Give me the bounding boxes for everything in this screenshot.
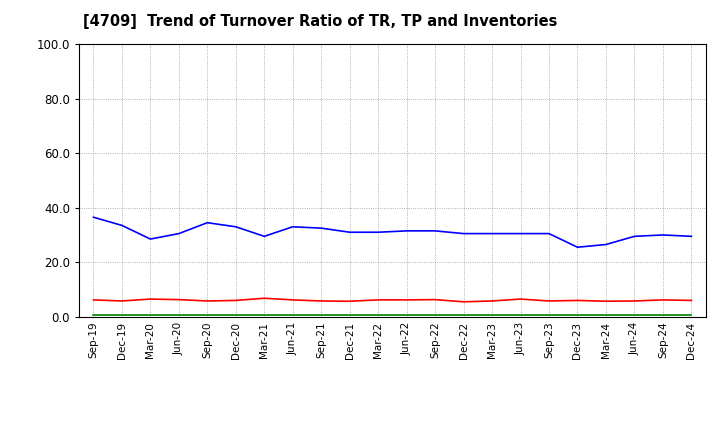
Trade Payables (431, 228, 439, 234)
Trade Receivables (602, 299, 611, 304)
Trade Receivables (687, 298, 696, 303)
Inventories (402, 313, 411, 318)
Trade Payables (117, 223, 126, 228)
Inventories (573, 313, 582, 318)
Trade Payables (402, 228, 411, 234)
Trade Receivables (459, 299, 468, 304)
Trade Payables (687, 234, 696, 239)
Trade Receivables (374, 297, 382, 303)
Trade Payables (630, 234, 639, 239)
Line: Trade Payables: Trade Payables (94, 217, 691, 247)
Inventories (346, 313, 354, 318)
Trade Payables (516, 231, 525, 236)
Inventories (431, 313, 439, 318)
Trade Receivables (174, 297, 183, 302)
Inventories (260, 313, 269, 318)
Trade Receivables (573, 298, 582, 303)
Trade Payables (89, 215, 98, 220)
Inventories (317, 313, 325, 318)
Trade Receivables (117, 298, 126, 304)
Line: Trade Receivables: Trade Receivables (94, 298, 691, 302)
Trade Payables (487, 231, 496, 236)
Trade Payables (459, 231, 468, 236)
Inventories (232, 313, 240, 318)
Inventories (687, 313, 696, 318)
Inventories (602, 313, 611, 318)
Inventories (487, 313, 496, 318)
Trade Payables (174, 231, 183, 236)
Inventories (289, 313, 297, 318)
Trade Payables (317, 225, 325, 231)
Trade Receivables (289, 297, 297, 303)
Trade Receivables (487, 298, 496, 304)
Inventories (146, 313, 155, 318)
Inventories (117, 313, 126, 318)
Inventories (89, 313, 98, 318)
Trade Receivables (659, 297, 667, 303)
Trade Payables (374, 230, 382, 235)
Inventories (516, 313, 525, 318)
Trade Receivables (260, 296, 269, 301)
Trade Receivables (89, 297, 98, 303)
Trade Receivables (545, 298, 554, 304)
Inventories (174, 313, 183, 318)
Text: [4709]  Trend of Turnover Ratio of TR, TP and Inventories: [4709] Trend of Turnover Ratio of TR, TP… (83, 14, 557, 29)
Inventories (374, 313, 382, 318)
Trade Receivables (232, 298, 240, 303)
Inventories (459, 313, 468, 318)
Trade Payables (602, 242, 611, 247)
Trade Payables (203, 220, 212, 225)
Trade Payables (146, 236, 155, 242)
Inventories (545, 313, 554, 318)
Trade Receivables (203, 298, 212, 304)
Trade Receivables (317, 298, 325, 304)
Trade Payables (232, 224, 240, 229)
Trade Receivables (402, 297, 411, 303)
Trade Receivables (516, 297, 525, 302)
Trade Payables (289, 224, 297, 229)
Trade Receivables (346, 299, 354, 304)
Trade Payables (346, 230, 354, 235)
Trade Payables (545, 231, 554, 236)
Inventories (630, 313, 639, 318)
Trade Receivables (146, 297, 155, 302)
Trade Payables (659, 232, 667, 238)
Trade Receivables (431, 297, 439, 302)
Trade Payables (260, 234, 269, 239)
Trade Payables (573, 245, 582, 250)
Inventories (659, 313, 667, 318)
Trade Receivables (630, 298, 639, 304)
Inventories (203, 313, 212, 318)
